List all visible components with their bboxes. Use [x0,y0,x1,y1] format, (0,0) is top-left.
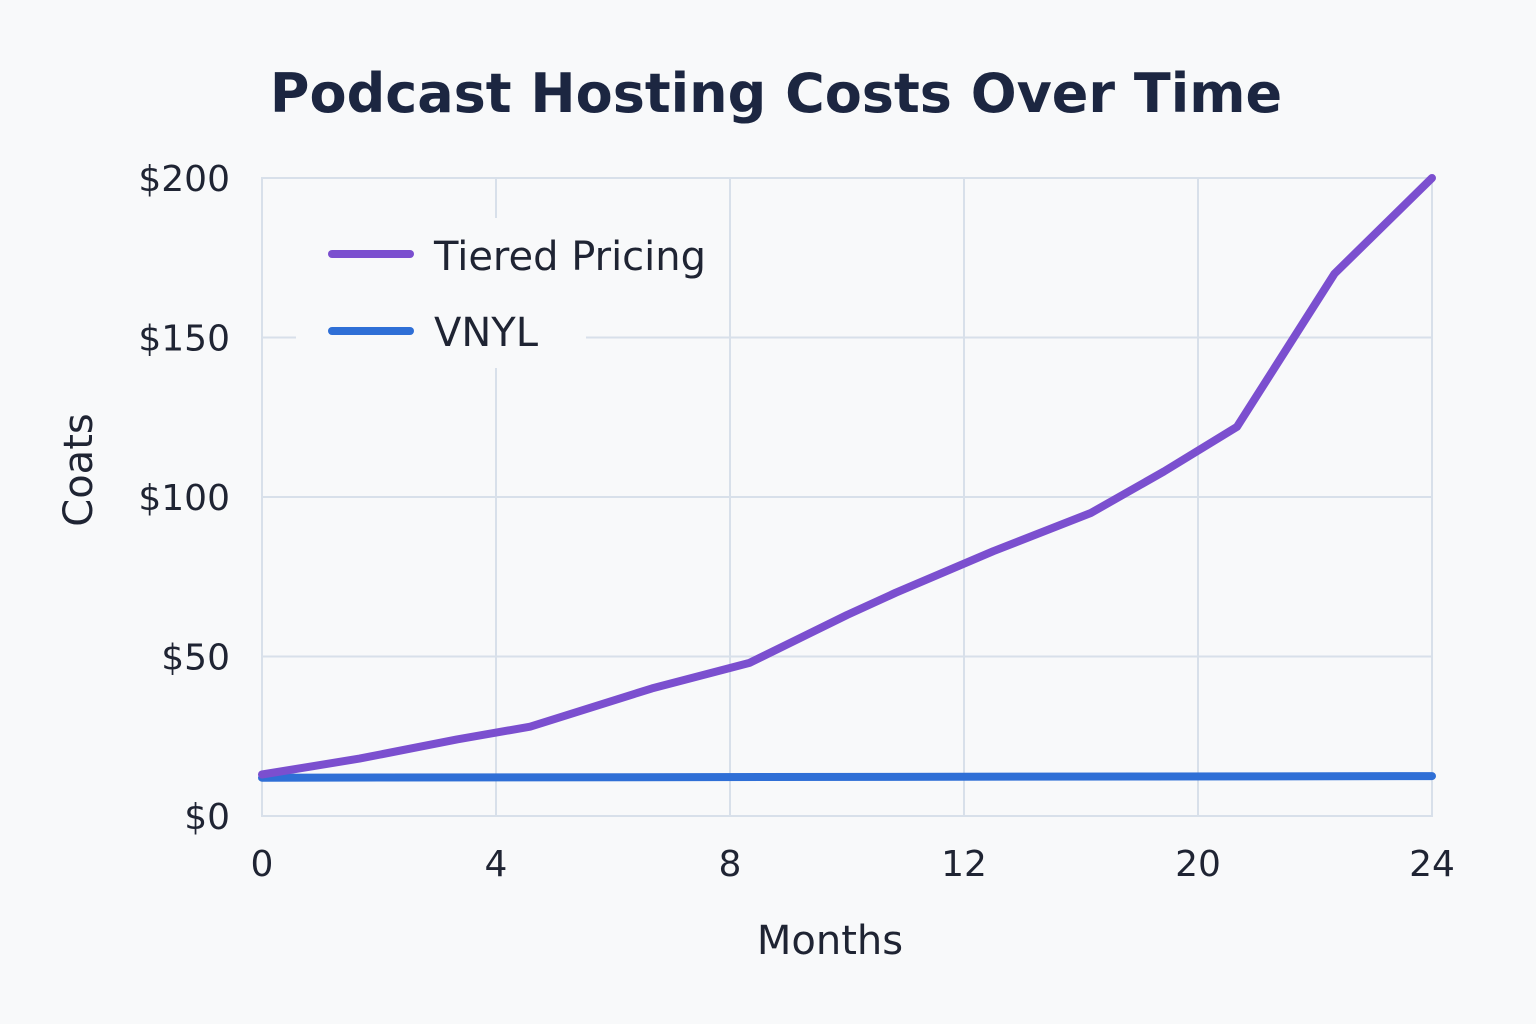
x-tick-label: 4 [485,844,508,885]
legend: Tiered Pricing VNYL [296,218,706,368]
x-tick-label: 8 [719,844,742,885]
y-axis-label: Coats [56,413,102,526]
chart-title: Podcast Hosting Costs Over Time [270,62,1282,125]
legend-label-tiered-pricing: Tiered Pricing [433,234,706,280]
y-tick-label: $0 [184,797,230,838]
x-tick-label: 0 [251,844,274,885]
series-line-tiered-pricing [258,174,1436,779]
x-axis-ticks: 0 4 8 12 20 24 [251,844,1455,885]
y-tick-label: $150 [138,319,230,360]
y-tick-label: $50 [161,638,230,679]
y-tick-label: $100 [138,478,230,519]
y-axis-ticks: $0 $50 $100 $150 $200 [138,159,230,838]
legend-background [296,218,586,368]
legend-label-vnyl: VNYL [434,310,539,356]
y-tick-label: $200 [138,159,230,200]
x-tick-label: 12 [941,844,987,885]
x-axis-label: Months [757,918,903,964]
series-layer [258,174,1436,782]
plot-area-border [261,177,1433,817]
series-line-vnyl [258,772,1436,782]
x-tick-label: 24 [1409,844,1455,885]
x-tick-label: 20 [1175,844,1221,885]
